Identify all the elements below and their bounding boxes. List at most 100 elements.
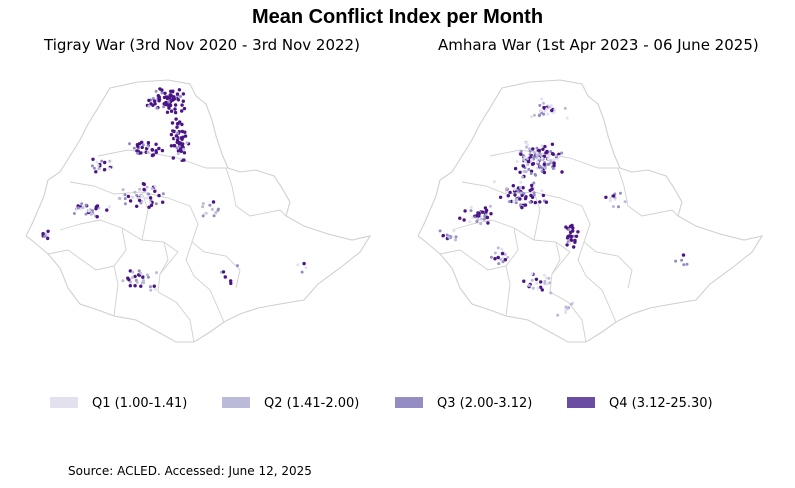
event-point: [181, 92, 186, 96]
event-point: [512, 199, 516, 203]
event-point: [121, 279, 125, 283]
event-point: [506, 255, 510, 259]
event-point: [496, 246, 500, 250]
event-point: [168, 96, 172, 100]
event-point: [565, 243, 569, 247]
event-point: [128, 269, 132, 273]
event-point: [178, 157, 182, 161]
event-point: [527, 167, 531, 171]
panel-title-amhara: Amhara War (1st Apr 2023 - 06 June 2025): [438, 36, 759, 54]
event-point: [108, 167, 112, 171]
event-point: [563, 106, 567, 110]
event-point: [103, 160, 107, 165]
event-point: [530, 183, 534, 188]
event-point: [95, 160, 99, 164]
event-point: [175, 146, 179, 150]
event-point: [534, 173, 538, 177]
event-point: [550, 108, 554, 113]
event-point: [530, 278, 534, 282]
event-point: [682, 263, 686, 267]
event-point: [178, 144, 182, 148]
event-point: [178, 146, 183, 151]
event-point: [91, 157, 95, 161]
event-point: [489, 255, 493, 259]
event-point: [182, 147, 186, 151]
event-point: [157, 99, 161, 103]
event-point: [176, 149, 181, 153]
event-point: [135, 280, 139, 284]
event-point: [574, 234, 579, 238]
event-point: [529, 172, 533, 175]
event-point: [142, 187, 146, 192]
event-point: [296, 263, 300, 267]
event-point: [84, 212, 88, 216]
event-point: [565, 236, 570, 240]
event-point: [493, 251, 497, 255]
event-point: [546, 112, 550, 116]
event-point: [161, 192, 165, 196]
event-point: [152, 99, 157, 103]
event-point: [547, 276, 551, 280]
event-point: [544, 200, 549, 204]
event-point: [135, 193, 139, 197]
event-point: [545, 282, 549, 286]
event-point: [84, 203, 88, 207]
event-point: [445, 233, 449, 237]
event-point: [685, 262, 689, 266]
event-point: [130, 196, 134, 200]
event-point: [538, 164, 542, 168]
event-point: [568, 230, 573, 235]
event-point: [154, 202, 158, 206]
event-point: [169, 144, 174, 148]
event-point: [519, 152, 523, 156]
event-point: [488, 204, 492, 208]
event-point: [97, 167, 101, 171]
event-point: [94, 170, 98, 174]
event-point: [518, 170, 522, 174]
event-point: [154, 287, 157, 291]
event-point: [236, 264, 239, 268]
event-point: [519, 191, 523, 195]
event-point: [617, 205, 620, 209]
event-point: [528, 188, 532, 193]
event-point: [532, 181, 536, 185]
event-point: [569, 238, 574, 242]
event-point: [151, 97, 155, 100]
event-point: [541, 193, 546, 198]
region-border: [617, 167, 679, 217]
event-point: [160, 88, 164, 92]
event-point: [151, 103, 155, 107]
region-border: [185, 241, 225, 323]
event-point: [145, 273, 149, 277]
legend-item-q2: Q2 (1.41-2.00): [222, 396, 359, 411]
event-point: [493, 257, 497, 261]
event-point: [540, 189, 544, 193]
event-point: [537, 114, 541, 118]
event-point: [526, 157, 530, 161]
event-point: [532, 150, 536, 154]
event-point: [157, 146, 161, 151]
event-point: [177, 141, 181, 146]
event-point: [179, 136, 183, 140]
event-point: [541, 147, 545, 151]
event-point: [458, 216, 462, 220]
event-point: [539, 153, 543, 157]
event-point: [543, 166, 547, 170]
event-point: [123, 197, 127, 201]
event-point: [149, 203, 154, 207]
event-point: [169, 132, 174, 137]
event-point: [570, 302, 573, 306]
event-point: [126, 194, 131, 199]
event-point: [573, 240, 577, 244]
event-point: [153, 189, 157, 193]
event-point: [674, 259, 678, 263]
event-point: [530, 162, 535, 166]
event-point: [470, 216, 474, 220]
event-point: [182, 151, 187, 155]
event-point: [469, 205, 473, 209]
event-point: [108, 159, 112, 163]
event-point: [530, 272, 534, 276]
event-point: [147, 205, 151, 209]
event-point: [545, 149, 549, 154]
event-point: [79, 207, 83, 211]
